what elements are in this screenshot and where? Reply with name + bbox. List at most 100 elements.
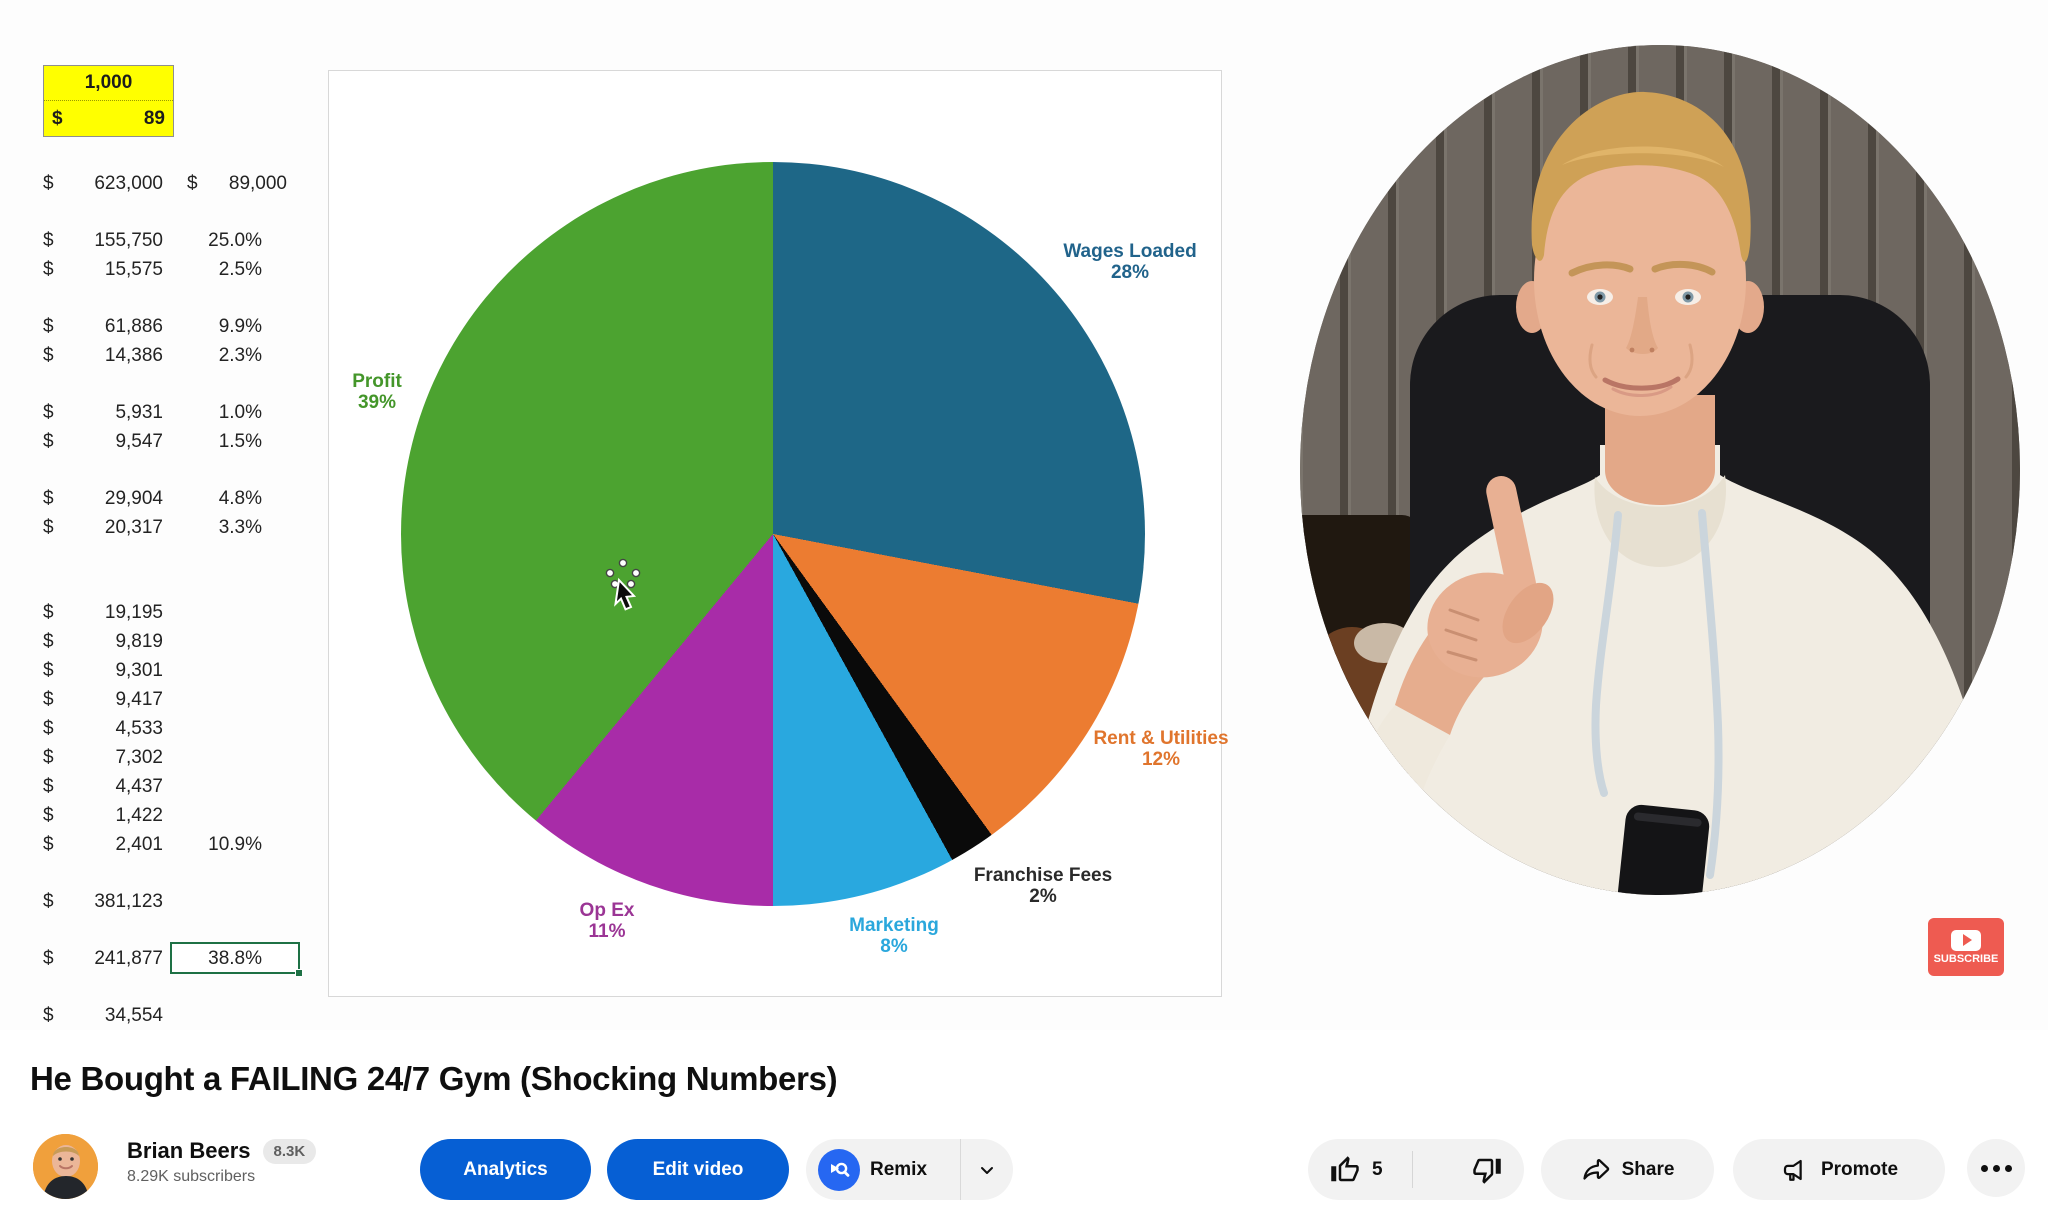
spreadsheet-row: $9,547 1.5% (43, 427, 305, 456)
pie-label-name: Profit (352, 371, 402, 392)
selected-cell: 38.8% (170, 942, 303, 977)
channel-info: Brian Beers 8.3K 8.29K subscribers (127, 1138, 317, 1186)
spreadsheet-group: $241,877 38.8% (43, 942, 305, 977)
pie-chart (401, 162, 1145, 906)
remix-button[interactable]: Remix (806, 1139, 1013, 1200)
pie-label-name: Marketing (849, 915, 939, 936)
cell-amount: 4,533 (115, 718, 163, 739)
spreadsheet-row: $1,422 (43, 801, 305, 830)
cell-dollar: $ (43, 488, 54, 509)
cell-amount: 9,417 (115, 689, 163, 710)
selection-handle (295, 969, 303, 977)
cell-dollar: $ (43, 747, 54, 768)
spreadsheet-row: $155,750 25.0% (43, 226, 305, 255)
cell-dollar: $ (43, 173, 54, 194)
spreadsheet-group: $34,554 (43, 1001, 305, 1030)
cell-percent: 4.8% (218, 488, 262, 509)
yellow-price-value: 89 (143, 107, 165, 129)
pie-label: Op Ex 11% (580, 900, 635, 942)
cell-dollar: $ (43, 602, 54, 623)
cell-percent: 3.3% (218, 517, 262, 538)
yellow-cell-price: $ 89 (44, 101, 173, 136)
microphone-icon (1617, 804, 1710, 895)
like-dislike-group: 5 (1308, 1139, 1524, 1200)
spreadsheet-group: $381,123 (43, 887, 305, 916)
cell-amount: 7,302 (115, 747, 163, 768)
pie-label-percent: 12% (1141, 749, 1181, 770)
cell-percent: 9.9% (218, 316, 262, 337)
channel-name[interactable]: Brian Beers (127, 1138, 251, 1163)
pie-label: Marketing 8% (849, 915, 939, 957)
edit-video-button[interactable]: Edit video (607, 1139, 789, 1200)
spreadsheet-row: $19,195 (43, 598, 305, 627)
pie-label: Franchise Fees 2% (974, 865, 1112, 907)
cell-amount: 2,401 (115, 834, 163, 855)
megaphone-icon (1783, 1159, 1802, 1181)
chevron-down-icon[interactable] (975, 1158, 999, 1182)
cell-dollar: $ (43, 431, 54, 452)
cell-dollar: $ (43, 718, 54, 739)
like-button[interactable]: 5 (1330, 1155, 1383, 1185)
remix-divider (960, 1139, 961, 1200)
promote-label: Promote (1820, 1158, 1899, 1180)
cell-amount: 381,123 (94, 891, 163, 912)
cell-amount: 29,904 (104, 488, 163, 509)
cell-dollar: $ (43, 891, 54, 912)
more-actions-button[interactable] (1967, 1139, 2025, 1197)
remix-label: Remix (870, 1158, 928, 1180)
cell-amount: 9,547 (115, 431, 163, 452)
cell-amount: 15,575 (104, 259, 163, 280)
cell-dollar: $ (43, 230, 54, 251)
analytics-button[interactable]: Analytics (420, 1139, 591, 1200)
avatar-illustration (33, 1134, 98, 1199)
cell-percent: 38.8% (208, 947, 262, 969)
spreadsheet-row: $7,302 (43, 743, 305, 772)
remix-icon (818, 1148, 860, 1191)
analytics-label: Analytics (463, 1158, 548, 1180)
yellow-members-value: 1,000 (84, 72, 133, 93)
promote-button[interactable]: Promote (1733, 1139, 1945, 1200)
cell-amount: 5,931 (115, 402, 163, 423)
more-dot (2004, 1164, 2012, 1172)
spreadsheet-row: $241,877 38.8% (43, 942, 305, 977)
spreadsheet-row: $9,301 (43, 656, 305, 685)
cell-dollar: $ (43, 517, 54, 538)
share-label: Share (1621, 1158, 1675, 1180)
cell-amount: 623,000 (94, 173, 163, 194)
spreadsheet-row: $15,575 2.5% (43, 255, 305, 284)
pie-label-percent: 11% (588, 921, 626, 942)
share-icon (1582, 1158, 1609, 1180)
more-dot (1980, 1164, 1988, 1172)
video-title: He Bought a FAILING 24/7 Gym (Shocking N… (30, 1060, 838, 1097)
cell-percent: 2.5% (218, 259, 262, 280)
spreadsheet-row: $623,000 $89,000 (43, 169, 305, 198)
spreadsheet-row: $4,533 (43, 714, 305, 743)
pie-label-percent: 39% (357, 392, 397, 413)
channel-avatar[interactable] (33, 1134, 98, 1199)
thumbs-down-icon[interactable] (1472, 1155, 1502, 1185)
spreadsheet-row: $20,317 3.3% (43, 513, 305, 542)
cell-amount: 61,886 (104, 316, 163, 337)
pie-label-percent: 8% (880, 936, 908, 957)
share-button[interactable]: Share (1541, 1139, 1714, 1200)
pie-chart-panel: Wages Loaded 28% Rent & Utilities 12% Franch… (328, 70, 1229, 997)
cell-amount: 241,877 (94, 948, 163, 969)
yellow-cell-members: 1,000 (44, 66, 173, 101)
cell-amount: 9,301 (115, 660, 163, 681)
spreadsheet-group: $5,931 1.0% $9,547 1.5% (43, 398, 305, 456)
pie-label: Rent & Utilities 12% (1093, 728, 1228, 770)
video-player[interactable]: 1,000 $ 89 $623,000 $89,000 $155,750 25.0% $… (0, 0, 2048, 1030)
cell-dollar: $ (43, 689, 54, 710)
pie-label-name: Franchise Fees (973, 865, 1113, 886)
cell-amount: 1,422 (115, 805, 163, 826)
cell-dollar: $ (43, 660, 54, 681)
cell-amount: 19,195 (104, 602, 163, 623)
cell-dollar: $ (43, 1005, 54, 1026)
spreadsheet-row: $381,123 (43, 887, 305, 916)
cell-dollar: $ (43, 259, 54, 280)
cell-dollar: $ (43, 402, 54, 423)
subscribe-badge: SUBSCRIBE (1928, 918, 2004, 976)
cell-percent: 1.5% (218, 431, 262, 452)
mouse-cursor-icon (605, 558, 641, 611)
